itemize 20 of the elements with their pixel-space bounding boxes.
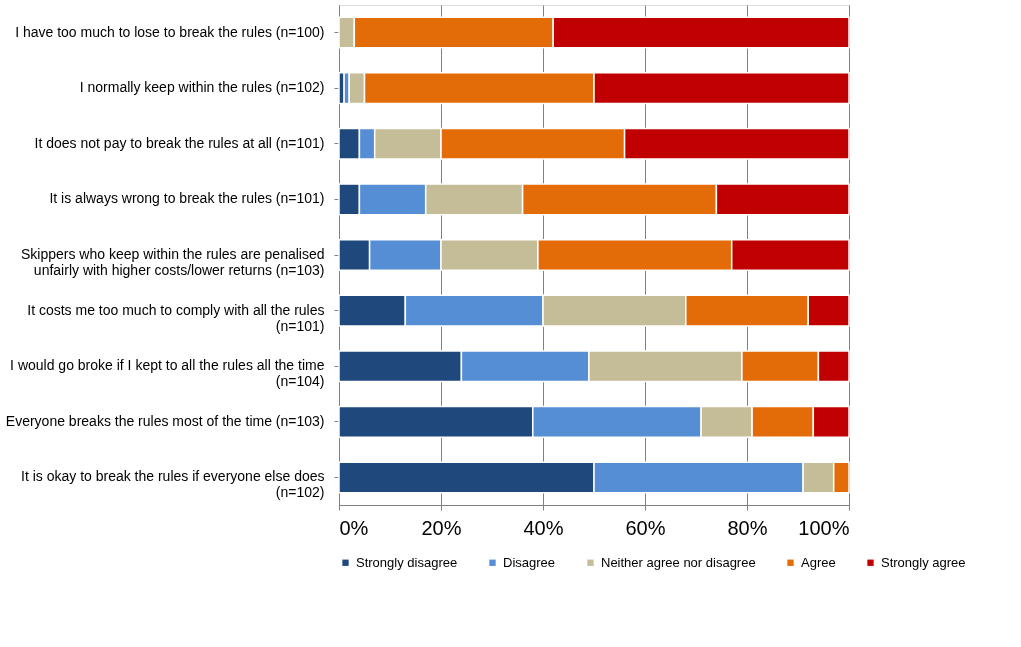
y-tick-label: I would go broke if I kept to all the rules all the time (n=104) — [10, 357, 325, 390]
y-tick-label: It costs me too much to comply with all the rules (n=101) — [27, 301, 325, 334]
y-tick-label: It does not pay to break the rules at all (n=101) — [34, 134, 325, 151]
y-tick-label: I have too much to lose to break the rules (n=100) — [15, 23, 325, 40]
legend-label: Neither agree nor disagree — [601, 554, 756, 570]
legend-label: Strongly agree — [881, 554, 966, 570]
y-tick-label: Everyone breaks the rules most of the time (n=103) — [5, 412, 325, 429]
x-tick-label: 60% — [625, 516, 666, 539]
legend-label: Strongly disagree — [356, 554, 458, 570]
y-tick-label: It is okay to break the rules if everyone else does (n=102) — [21, 468, 325, 501]
legend-label: Agree — [801, 554, 836, 570]
x-tick-label: 100% — [798, 516, 850, 539]
y-tick-label: It is always wrong to break the rules (n=101) — [49, 190, 325, 207]
y-tick-label: I normally keep within the rules (n=102) — [79, 79, 325, 96]
x-tick-label: 40% — [523, 516, 564, 539]
x-tick-label: 0% — [339, 516, 369, 539]
y-tick-label: Skippers who keep within the rules are penalised unfairly with higher costs/lower returns (n=103) — [20, 246, 325, 278]
legend-label: Disagree — [503, 554, 556, 570]
x-tick-label: 80% — [727, 516, 768, 539]
x-tick-label: 20% — [421, 516, 462, 539]
